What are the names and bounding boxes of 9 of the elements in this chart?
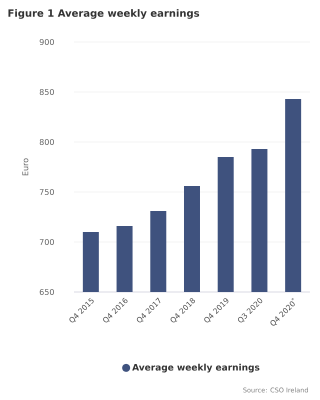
y-axis-title: Euro (22, 158, 28, 176)
y-tick-label: 650 (40, 288, 54, 296)
chart-title: Figure 1 Average weekly earnings (8, 9, 200, 19)
y-tick-label: 900 (40, 38, 54, 46)
legend-label: Average weekly earnings (132, 364, 260, 372)
y-tick-label: 700 (40, 238, 54, 246)
y-tick-label: 800 (40, 138, 54, 146)
y-tick-label: 850 (40, 88, 54, 96)
y-tick-label: 750 (40, 188, 54, 196)
